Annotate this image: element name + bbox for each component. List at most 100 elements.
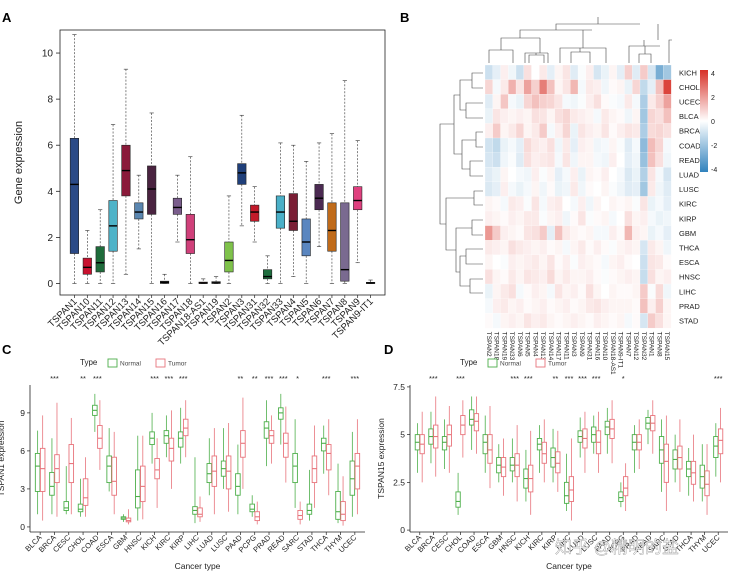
heatmap-cell: [655, 181, 664, 197]
heatmap-cell: [639, 313, 649, 329]
heatmap-cell: [616, 225, 625, 241]
heatmap-cell: [500, 108, 509, 124]
heatmap-cell: [624, 167, 633, 183]
y-tick-label: 10: [42, 49, 54, 60]
heatmap-cell: [616, 79, 625, 95]
column-label: TSPAN10: [601, 332, 608, 361]
heatmap-cell: [500, 313, 509, 329]
heatmap-cell: [647, 94, 656, 110]
heatmap-cell: [531, 283, 540, 300]
significance-marker: **: [237, 374, 243, 383]
heatmap-cell: [546, 181, 556, 197]
heatmap-cell: [484, 196, 494, 212]
heatmap-cell: [616, 64, 625, 81]
heatmap-cell: [508, 313, 517, 329]
heatmap-cell: [570, 313, 579, 329]
heatmap-cell: [531, 167, 540, 183]
heatmap-cell: [539, 240, 548, 256]
column-label: TSPAN18: [493, 332, 500, 361]
heatmap-cell: [585, 269, 594, 285]
box: [354, 452, 361, 490]
significance-marker: ***: [265, 374, 274, 383]
heatmap-cell: [663, 108, 672, 124]
heatmap-cell: [570, 108, 579, 124]
box: [278, 407, 284, 420]
heatmap-cell: [593, 196, 602, 212]
heatmap-cell: [523, 137, 532, 154]
heatmap-cell: [539, 64, 548, 81]
heatmap-cell: [608, 137, 618, 154]
heatmap-cell: [608, 64, 618, 81]
heatmap-cell: [647, 313, 656, 329]
heatmap-cell: [647, 137, 656, 154]
heatmap-cell: [601, 152, 610, 168]
heatmap-cell: [508, 167, 517, 183]
row-label: BLCA: [679, 112, 699, 121]
heatmap-cell: [663, 79, 672, 95]
heatmap-cell: [577, 152, 587, 168]
heatmap-cell: [546, 313, 556, 329]
heatmap-cell: [523, 167, 532, 183]
y-tick-label: 6: [47, 141, 53, 152]
heatmap-cell: [663, 298, 672, 314]
heatmap-cell: [577, 225, 587, 241]
heatmap-cell: [616, 167, 625, 183]
heatmap-cell: [624, 181, 633, 197]
heatmap-cell: [639, 225, 649, 241]
significance-marker: ***: [578, 374, 587, 383]
watermark-text: 知乎 @精明的盐: [555, 538, 679, 557]
box: [473, 413, 480, 432]
heatmap-cell: [531, 79, 540, 95]
heatmap-cell: [632, 313, 641, 329]
heatmap-cell: [608, 313, 618, 329]
heatmap-cell: [523, 240, 532, 256]
heatmap-cell: [515, 94, 525, 110]
significance-marker: ***: [50, 374, 59, 383]
heatmap-cell: [515, 181, 525, 197]
heatmap-cell: [500, 94, 509, 110]
heatmap-cell: [577, 123, 587, 139]
heatmap-cell: [546, 210, 556, 227]
row-label: GBM: [679, 229, 696, 238]
heatmap-cell: [624, 123, 633, 139]
heatmap-cell: [492, 152, 501, 168]
heatmap-cell: [546, 167, 556, 183]
y-axis-label: TSPAN15 expression: [376, 418, 386, 499]
heatmap-cell: [546, 240, 556, 256]
heatmap-cell: [577, 64, 587, 81]
heatmap-cell: [616, 123, 625, 139]
box: [568, 476, 575, 502]
heatmap-cell: [531, 313, 540, 329]
heatmap-cell: [647, 269, 656, 285]
heatmap-cell: [508, 225, 517, 241]
box: [237, 163, 247, 185]
y-tick-label: 7.5: [393, 382, 405, 392]
box: [206, 463, 213, 484]
heatmap-cell: [585, 298, 594, 314]
heatmap-cell: [577, 283, 587, 300]
heatmap-cell: [546, 298, 556, 314]
heatmap-cell: [632, 64, 641, 81]
box: [263, 269, 273, 280]
legend-tick-label: 2: [711, 95, 715, 102]
legend-tick-label: 0: [711, 119, 715, 126]
heatmap-cell: [484, 240, 494, 256]
heatmap-cell: [539, 254, 548, 270]
heatmap-cell: [663, 254, 672, 270]
heatmap-cell: [663, 240, 672, 256]
heatmap-cell: [624, 240, 633, 256]
box: [441, 436, 448, 451]
box: [49, 471, 55, 496]
y-tick-label: 4: [47, 187, 53, 198]
row-label: UCEC: [679, 98, 701, 107]
heatmap-cell: [508, 94, 517, 110]
heatmap-cell: [616, 269, 625, 285]
heatmap-cell: [655, 269, 664, 285]
heatmap-cell: [484, 269, 494, 285]
row-label: CHOL: [679, 83, 700, 92]
heatmap-cell: [523, 64, 532, 81]
heatmap-cell: [539, 123, 548, 139]
heatmap-cell: [515, 137, 525, 154]
significance-marker: ***: [565, 374, 574, 383]
legend-swatch: [535, 358, 546, 368]
